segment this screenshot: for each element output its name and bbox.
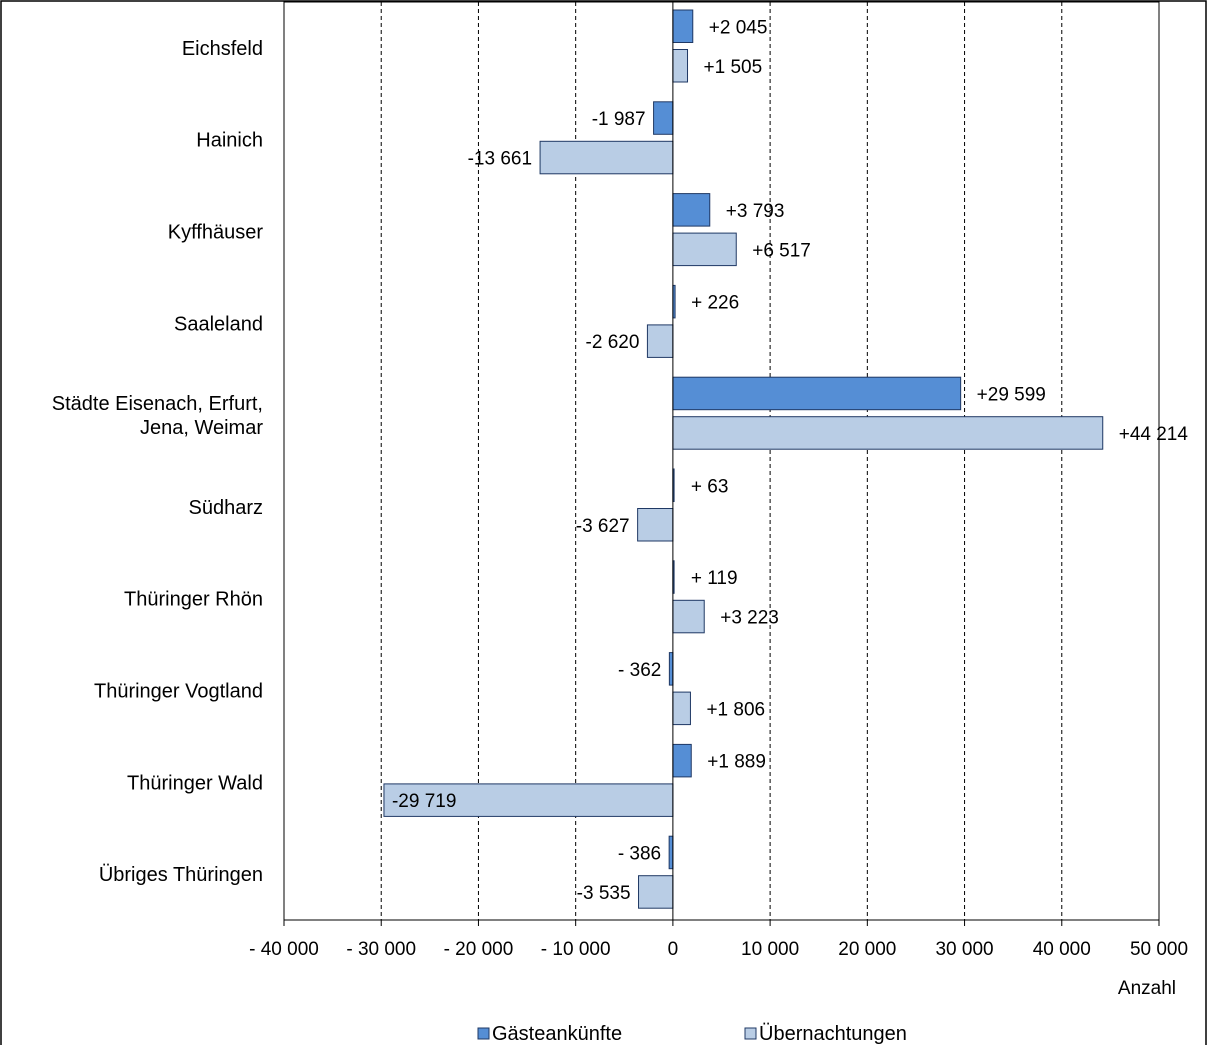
- category-label: Städte Eisenach, Erfurt,: [52, 393, 263, 415]
- bar-gaesteankuenfte: [668, 835, 674, 870]
- legend-label-gaesteankuenfte: Gästeankünfte: [492, 1023, 622, 1045]
- data-label: +3 223: [720, 608, 779, 629]
- category-label: Jena, Weimar: [140, 417, 263, 439]
- x-tick-label: - 10 000: [541, 939, 611, 960]
- data-label: +1 806: [706, 699, 765, 720]
- data-label: -13 661: [468, 149, 532, 170]
- bar-uebernachtungen: [637, 508, 674, 542]
- data-label: -29 719: [392, 791, 456, 812]
- plot-area-border: [283, 1, 1160, 921]
- data-label: +6 517: [752, 240, 811, 261]
- data-label: +29 599: [977, 384, 1046, 405]
- legend: Gästeankünfte Übernachtungen: [477, 1023, 907, 1045]
- category-label: Eichsfeld: [182, 38, 263, 60]
- legend-label-uebernachtungen: Übernachtungen: [759, 1023, 907, 1045]
- category-label: Saaleland: [174, 313, 263, 335]
- data-label: -3 627: [576, 516, 630, 537]
- legend-swatch-uebernachtungen: [744, 1027, 757, 1040]
- x-tick-label: - 20 000: [444, 939, 514, 960]
- bar-gaesteankuenfte: [668, 652, 674, 686]
- category-label: Kyffhäuser: [168, 222, 264, 244]
- x-tick-label: - 30 000: [346, 939, 416, 960]
- bars: [383, 9, 1104, 909]
- bar-uebernachtungen: [539, 140, 674, 175]
- bar-uebernachtungen: [672, 599, 705, 634]
- x-tick-label: - 40 000: [249, 939, 319, 960]
- data-labels: +2 045 -1 987 +3 793 + 226 +29 599 + 63 + 119 -…: [392, 17, 1188, 904]
- data-label: +1 505: [704, 57, 763, 78]
- bar-uebernachtungen: [646, 324, 674, 358]
- bar-gaesteankuenfte: [672, 193, 711, 227]
- x-axis-label: Anzahl: [1118, 978, 1176, 999]
- bar-gaesteankuenfte: [653, 101, 674, 135]
- category-label: Thüringer Vogtland: [94, 681, 263, 703]
- x-tick-label: 10 000: [741, 939, 799, 960]
- x-tick-label: 0: [668, 939, 679, 960]
- data-label: +3 793: [726, 201, 785, 222]
- grid: [380, 2, 1063, 920]
- bar-uebernachtungen: [672, 49, 689, 83]
- x-tick-label: 30 000: [935, 939, 993, 960]
- bar-gaesteankuenfte: [672, 376, 962, 411]
- legend-swatch-gaesteankuenfte: [477, 1027, 490, 1040]
- x-tick-label: 40 000: [1033, 939, 1091, 960]
- data-label: +1 889: [707, 752, 766, 773]
- x-tick-label: 50 000: [1130, 939, 1188, 960]
- data-label: - 362: [618, 660, 661, 681]
- bar-uebernachtungen: [672, 416, 1104, 450]
- data-label: - 386: [618, 843, 661, 864]
- data-label: + 226: [691, 293, 739, 314]
- category-label: Südharz: [189, 497, 264, 519]
- category-label: Hainich: [196, 130, 263, 152]
- category-label: Thüringer Rhön: [124, 589, 263, 611]
- x-tick-label: 20 000: [838, 939, 896, 960]
- bar-gaesteankuenfte: [672, 9, 694, 43]
- category-label: Thüringer Wald: [127, 772, 263, 794]
- bar-gaesteankuenfte: [672, 743, 692, 778]
- category-label: Übriges Thüringen: [99, 864, 263, 886]
- data-label: -3 535: [577, 883, 631, 904]
- data-label: -1 987: [592, 109, 646, 130]
- data-label: -2 620: [586, 332, 640, 353]
- data-label: + 119: [691, 568, 738, 589]
- data-label: +44 214: [1119, 424, 1189, 445]
- axes: - 40 000 - 30 000 - 20 000 - 10 000 0 10 000 2…: [249, 1, 1188, 960]
- bar-uebernachtungen: [638, 875, 674, 909]
- data-label: + 63: [691, 476, 729, 497]
- category-labels: Eichsfeld Hainich Kyffhäuser Saaleland Städt…: [52, 38, 264, 886]
- data-label: +2 045: [709, 17, 768, 38]
- bar-uebernachtungen: [672, 691, 691, 726]
- bar-uebernachtungen: [672, 232, 737, 267]
